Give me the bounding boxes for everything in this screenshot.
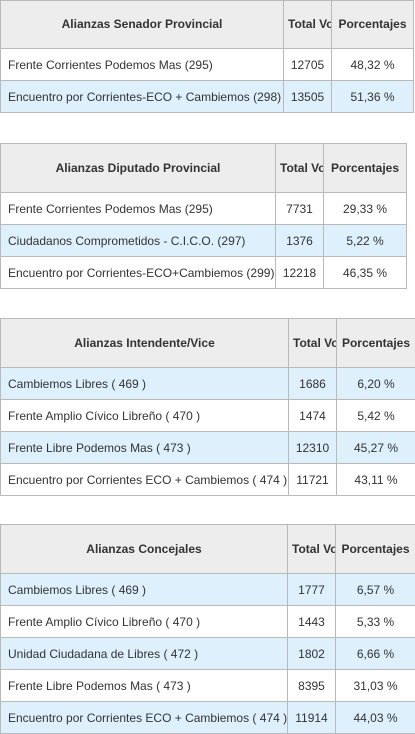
- senador-results-table: Alianzas Senador Provincial Total Votos …: [0, 0, 414, 113]
- alliance-name: Encuentro por Corrientes ECO + Cambiemos…: [0, 463, 289, 496]
- alliance-name: Frente Corrientes Podemos Mas (295): [0, 48, 284, 81]
- total-votos-header: Total Votos: [288, 318, 337, 368]
- table-row: Encuentro por Corrientes ECO + Cambiemos…: [0, 463, 415, 496]
- table-row: Cambiemos Libres ( 469 ) 1686 6,20 %: [0, 367, 415, 400]
- table-row: Frente Corrientes Podemos Mas (295) 7731…: [0, 192, 407, 225]
- table-row: Ciudadanos Comprometidos - C.I.C.O. (297…: [0, 224, 407, 257]
- percentage-cell: 6,20 %: [336, 367, 415, 400]
- alliance-name: Ciudadanos Comprometidos - C.I.C.O. (297…: [0, 224, 276, 257]
- table-title: Alianzas Senador Provincial: [0, 0, 284, 49]
- porcentajes-header: Porcentajes: [323, 143, 407, 193]
- votes-cell: 1686: [288, 367, 337, 400]
- votes-cell: 13505: [283, 80, 332, 113]
- diputado-results-table: Alianzas Diputado Provincial Total Votos…: [0, 143, 407, 289]
- alliance-name: Cambiemos Libres ( 469 ): [0, 367, 289, 400]
- votes-cell: 1802: [287, 637, 336, 670]
- alliance-name: Frente Libre Podemos Mas ( 473 ): [0, 431, 289, 464]
- votes-cell: 1474: [288, 399, 337, 432]
- alliance-name: Cambiemos Libres ( 469 ): [0, 573, 288, 606]
- votes-cell: 1777: [287, 573, 336, 606]
- total-votos-header: Total Votos: [287, 524, 336, 574]
- intendente-results-table: Alianzas Intendente/Vice Total Votos Por…: [0, 318, 415, 496]
- alliance-name: Unidad Ciudadana de Libres ( 472 ): [0, 637, 288, 670]
- alliance-name: Encuentro por Corrientes-ECO + Cambiemos…: [0, 80, 284, 113]
- percentage-cell: 43,11 %: [336, 463, 415, 496]
- votes-cell: 11914: [287, 701, 336, 734]
- table-title: Alianzas Intendente/Vice: [0, 318, 289, 368]
- votes-cell: 1443: [287, 605, 336, 638]
- votes-cell: 12310: [288, 431, 337, 464]
- percentage-cell: 45,27 %: [336, 431, 415, 464]
- percentage-cell: 48,32 %: [331, 48, 414, 81]
- alliance-name: Encuentro por Corrientes ECO + Cambiemos…: [0, 701, 288, 734]
- percentage-cell: 31,03 %: [335, 669, 415, 702]
- votes-cell: 8395: [287, 669, 336, 702]
- table-title: Alianzas Concejales: [0, 524, 288, 574]
- percentage-cell: 5,33 %: [335, 605, 415, 638]
- percentage-cell: 46,35 %: [323, 256, 407, 289]
- table-row: Frente Corrientes Podemos Mas (295) 1270…: [0, 48, 414, 81]
- percentage-cell: 6,66 %: [335, 637, 415, 670]
- votes-cell: 12218: [275, 256, 324, 289]
- porcentajes-header: Porcentajes: [335, 524, 415, 574]
- percentage-cell: 51,36 %: [331, 80, 414, 113]
- concejales-results-table: Alianzas Concejales Total Votos Porcenta…: [0, 524, 415, 734]
- table-row: Frente Amplio Cívico Libreño ( 470 ) 147…: [0, 399, 415, 432]
- porcentajes-header: Porcentajes: [331, 0, 414, 49]
- alliance-name: Frente Amplio Cívico Libreño ( 470 ): [0, 399, 289, 432]
- table-title: Alianzas Diputado Provincial: [0, 143, 276, 193]
- percentage-cell: 6,57 %: [335, 573, 415, 606]
- table-row: Cambiemos Libres ( 469 ) 1777 6,57 %: [0, 573, 415, 606]
- percentage-cell: 44,03 %: [335, 701, 415, 734]
- percentage-cell: 5,42 %: [336, 399, 415, 432]
- table-row: Encuentro por Corrientes-ECO+Cambiemos (…: [0, 256, 407, 289]
- votes-cell: 1376: [275, 224, 324, 257]
- total-votos-header: Total Votos: [283, 0, 332, 49]
- porcentajes-header: Porcentajes: [336, 318, 415, 368]
- table-row: Frente Libre Podemos Mas ( 473 ) 12310 4…: [0, 431, 415, 464]
- table-row: Encuentro por Corrientes ECO + Cambiemos…: [0, 701, 415, 734]
- votes-cell: 7731: [275, 192, 324, 225]
- alliance-name: Frente Libre Podemos Mas ( 473 ): [0, 669, 288, 702]
- table-row: Unidad Ciudadana de Libres ( 472 ) 1802 …: [0, 637, 415, 670]
- alliance-name: Encuentro por Corrientes-ECO+Cambiemos (…: [0, 256, 276, 289]
- table-row: Frente Libre Podemos Mas ( 473 ) 8395 31…: [0, 669, 415, 702]
- alliance-name: Frente Amplio Cívico Libreño ( 470 ): [0, 605, 288, 638]
- table-row: Frente Amplio Cívico Libreño ( 470 ) 144…: [0, 605, 415, 638]
- alliance-name: Frente Corrientes Podemos Mas (295): [0, 192, 276, 225]
- percentage-cell: 29,33 %: [323, 192, 407, 225]
- votes-cell: 12705: [283, 48, 332, 81]
- votes-cell: 11721: [288, 463, 337, 496]
- total-votos-header: Total Votos: [275, 143, 324, 193]
- percentage-cell: 5,22 %: [323, 224, 407, 257]
- table-row: Encuentro por Corrientes-ECO + Cambiemos…: [0, 80, 414, 113]
